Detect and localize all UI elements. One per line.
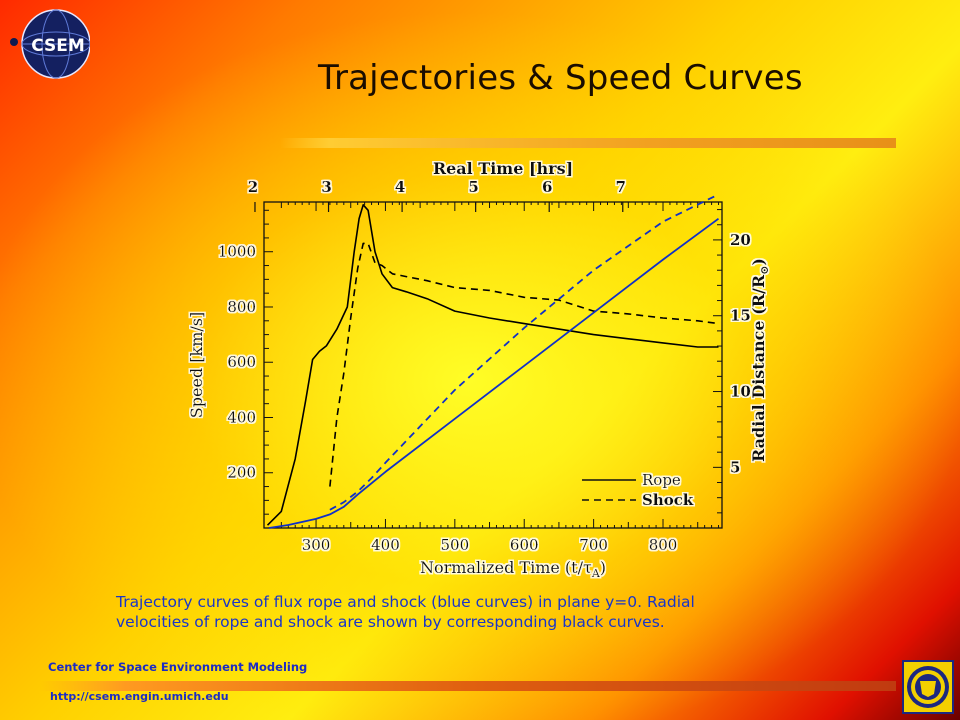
- top-tick-label: 5: [468, 178, 478, 196]
- y-tick-label-left: 800: [227, 298, 256, 316]
- footer-bar: [40, 681, 896, 691]
- rope-speed-line: [266, 204, 719, 526]
- chart-labels: 300 400 500 600 700 800 2 3 4 5 6 7 200 400 600 800 1000…: [187, 160, 771, 580]
- legend-label-rope: Rope: [642, 471, 681, 489]
- plot-frame: [263, 201, 723, 529]
- y-tick-label-left: 600: [227, 353, 256, 371]
- x-tick-label: 500: [441, 536, 470, 554]
- x-tick-label: 700: [579, 536, 608, 554]
- shock-speed-line: [329, 242, 719, 487]
- x-tick-label: 800: [649, 536, 678, 554]
- y-axis-title-left: Speed [km/s]: [187, 312, 206, 418]
- y-tick-label-right: 5: [730, 458, 740, 476]
- caption-line-2: velocities of rope and shock are shown b…: [116, 613, 665, 631]
- y-tick-label-left: 400: [227, 408, 256, 426]
- footer-org-name: Center for Space Environment Modeling: [48, 660, 308, 674]
- top-axis-title: Real Time [hrs]: [433, 160, 573, 178]
- top-tick-label: 7: [616, 178, 626, 196]
- title-underline-bar: [280, 138, 896, 148]
- csem-logo: CSEM: [10, 9, 90, 79]
- chart-legend: Rope Shock: [582, 471, 694, 509]
- top-tick-label: 6: [542, 178, 552, 196]
- x-axis-title: Normalized Time (t/τA): [420, 558, 606, 580]
- top-tick-label: 2: [248, 178, 258, 196]
- x-tick-label: 400: [371, 536, 400, 554]
- y-tick-label-left: 1000: [218, 243, 256, 261]
- university-seal-icon: [902, 660, 954, 714]
- caption-line-1: Trajectory curves of flux rope and shock…: [116, 593, 695, 611]
- legend-label-shock: Shock: [642, 491, 694, 509]
- trajectory-speed-chart: 300 400 500 600 700 800 2 3 4 5 6 7 200 400 600 800 1000…: [187, 160, 771, 580]
- y-tick-label-right: 20: [730, 231, 751, 249]
- y-axis-title-right: Radial Distance (R/R⊙): [749, 258, 771, 462]
- footer-url-link[interactable]: http://csem.engin.umich.edu: [50, 690, 229, 703]
- figure-caption: Trajectory curves of flux rope and shock…: [116, 592, 836, 632]
- chart-series: [266, 193, 720, 529]
- page-title: Trajectories & Speed Curves: [318, 58, 803, 98]
- x-tick-label: 300: [302, 536, 331, 554]
- y-tick-label-left: 200: [227, 464, 256, 482]
- y-tick-label-right: 15: [730, 307, 751, 325]
- x-tick-label: 600: [510, 536, 539, 554]
- rope-trajectory-line: [268, 217, 720, 529]
- top-tick-label: 3: [321, 178, 331, 196]
- logo-text: CSEM: [31, 36, 85, 56]
- chart-axes: [254, 201, 723, 529]
- top-tick-label: 4: [395, 178, 405, 196]
- y-tick-label-right: 10: [730, 383, 751, 401]
- shock-trajectory-line: [329, 193, 719, 511]
